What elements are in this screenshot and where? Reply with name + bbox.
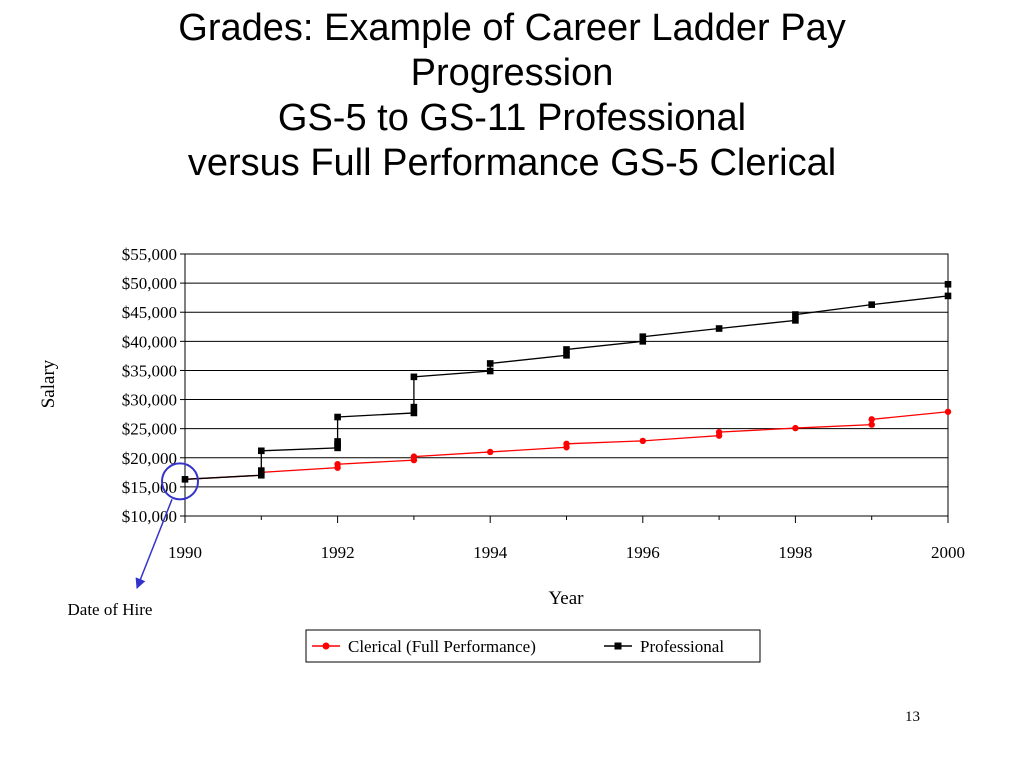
page-number: 13 bbox=[905, 709, 920, 725]
y-tick-label: $50,000 bbox=[122, 274, 177, 293]
y-tick-label: $10,000 bbox=[122, 507, 177, 526]
data-point-professional bbox=[792, 311, 799, 318]
x-tick-label: 1994 bbox=[473, 543, 508, 562]
data-point-clerical bbox=[868, 416, 875, 423]
data-point-professional bbox=[792, 317, 799, 324]
data-point-professional bbox=[486, 360, 494, 367]
plot-frame bbox=[184, 253, 949, 517]
x-tick-label: 1996 bbox=[626, 543, 660, 562]
data-point-professional bbox=[944, 292, 952, 300]
x-tick-label: 1992 bbox=[321, 543, 355, 562]
data-point-professional bbox=[944, 280, 952, 288]
title-line-1: Grades: Example of Career Ladder Pay bbox=[178, 7, 846, 49]
legend-box bbox=[305, 629, 761, 663]
slide-title: Grades: Example of Career Ladder Pay Pro… bbox=[0, 6, 1024, 186]
data-point-professional bbox=[334, 413, 341, 421]
data-point-professional bbox=[258, 447, 265, 455]
legend: Clerical (Full Performance) Professional bbox=[305, 629, 761, 663]
y-tick-label: $45,000 bbox=[122, 303, 177, 322]
data-point-clerical bbox=[639, 437, 646, 445]
axes: $10,000 $15,000 $20,000 $25,000 $30,000 $35,0… bbox=[122, 245, 965, 562]
y-tick-label: $25,000 bbox=[122, 420, 177, 439]
data-point-professional bbox=[868, 301, 875, 308]
data-point-clerical bbox=[410, 453, 418, 460]
date-of-hire-highlight-circle bbox=[161, 462, 199, 501]
data-point-professional bbox=[410, 409, 418, 417]
annotation-layer bbox=[135, 462, 199, 589]
data-point-professional bbox=[258, 467, 265, 474]
data-point-clerical bbox=[715, 428, 723, 436]
y-tick-label: $20,000 bbox=[122, 449, 177, 468]
data-point-clerical bbox=[487, 448, 494, 456]
date-of-hire-arrow bbox=[135, 499, 173, 589]
y-tick-label: $15,000 bbox=[122, 478, 177, 497]
title-line-2: Progression bbox=[410, 52, 614, 94]
data-point-professional bbox=[181, 476, 189, 483]
data-point-professional bbox=[258, 471, 265, 479]
data-point-clerical bbox=[334, 460, 341, 468]
legend-label-clerical: Clerical (Full Performance) bbox=[348, 637, 536, 656]
y-tick-label: $55,000 bbox=[122, 245, 177, 264]
y-tick-label: $35,000 bbox=[122, 361, 177, 380]
legend-marker-professional bbox=[614, 642, 622, 650]
gridlines bbox=[185, 253, 948, 517]
data-point-professional bbox=[410, 403, 418, 411]
data-point-professional bbox=[563, 352, 570, 359]
data-point-professional bbox=[715, 325, 723, 332]
series-layer bbox=[181, 280, 952, 483]
title-line-3: GS-5 to GS-11 Professional bbox=[277, 97, 747, 139]
data-point-professional bbox=[486, 367, 494, 375]
x-tick-label: 2000 bbox=[931, 543, 965, 562]
data-point-professional bbox=[334, 444, 341, 452]
x-axis-label: Year bbox=[548, 588, 584, 609]
data-point-clerical bbox=[868, 421, 875, 428]
legend-marker-clerical bbox=[322, 642, 330, 650]
legend-label-professional: Professional bbox=[640, 637, 724, 656]
data-point-clerical bbox=[944, 408, 952, 415]
title-line-4: versus Full Performance GS-5 Clerical bbox=[187, 142, 837, 184]
y-tick-label: $30,000 bbox=[122, 391, 177, 410]
date-of-hire-label: Date of Hire bbox=[68, 600, 153, 619]
data-point-professional bbox=[639, 338, 647, 345]
y-axis-label: Salary bbox=[38, 359, 59, 408]
data-point-clerical bbox=[792, 424, 799, 432]
data-point-professional bbox=[563, 346, 570, 353]
x-tick-label: 1998 bbox=[778, 543, 812, 562]
data-point-professional bbox=[334, 438, 341, 445]
data-point-professional bbox=[410, 373, 418, 381]
y-tick-label: $40,000 bbox=[122, 332, 177, 351]
data-point-clerical bbox=[563, 440, 570, 448]
data-point-professional bbox=[639, 333, 647, 340]
x-tick-label: 1990 bbox=[168, 543, 202, 562]
